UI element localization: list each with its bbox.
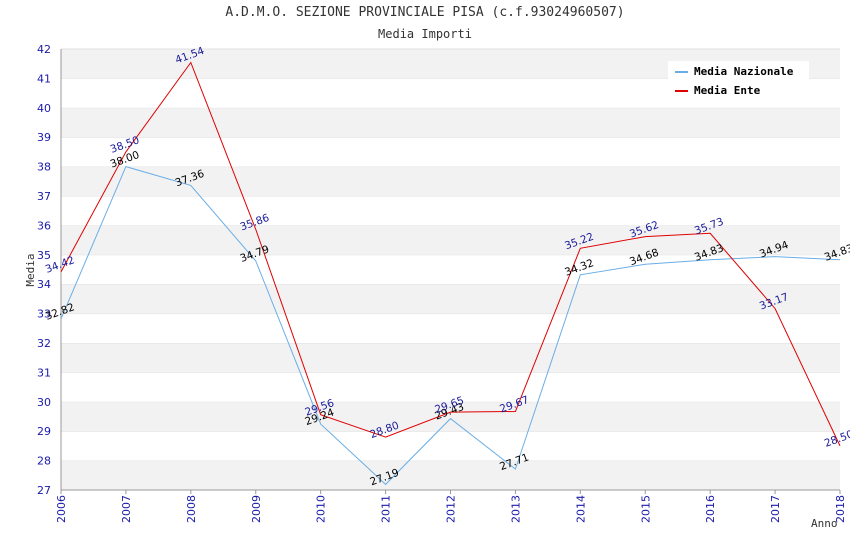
y-tick-label: 41 — [37, 72, 51, 85]
series-line-media-nazionale — [60, 165, 841, 486]
x-tick-label: 2012 — [445, 495, 458, 523]
y-tick-label: 28 — [37, 455, 51, 468]
series-line-media-ente — [60, 61, 841, 447]
chart-title: A.D.M.O. SEZIONE PROVINCIALE PISA (c.f.9… — [225, 5, 625, 20]
grid-band — [61, 313, 840, 343]
y-tick-label: 39 — [37, 131, 51, 144]
grid-band — [61, 166, 840, 196]
x-tick-label: 2009 — [250, 495, 263, 523]
x-tick-label: 2017 — [769, 495, 782, 523]
legend-box — [668, 61, 809, 101]
grid-band — [61, 372, 840, 402]
x-tick-label: 2011 — [380, 495, 393, 523]
grid-band — [61, 196, 840, 226]
y-axis-label: Media — [24, 253, 37, 286]
x-axis-label: Anno — [811, 517, 838, 530]
x-tick-label: 2008 — [185, 495, 198, 523]
y-tick-label: 33 — [37, 308, 51, 321]
legend-label-media-ente: Media Ente — [694, 84, 761, 97]
legend: Media Nazionale Media Ente — [668, 61, 809, 101]
y-tick-label: 29 — [37, 425, 51, 438]
grid-band — [61, 284, 840, 314]
x-tick-label: 2006 — [55, 495, 68, 523]
y-tick-label: 31 — [37, 366, 51, 379]
y-tick-label: 27 — [37, 484, 51, 497]
grid-band — [61, 431, 840, 461]
y-tick-label: 36 — [37, 219, 51, 232]
y-tick-label: 34 — [37, 278, 51, 291]
y-tick-label: 35 — [37, 249, 51, 262]
chart-subtitle: Media Importi — [378, 27, 472, 41]
y-tick-label: 42 — [37, 43, 51, 56]
y-tick-label: 30 — [37, 396, 51, 409]
x-tick-label: 2015 — [639, 495, 652, 523]
x-tick-label: 2016 — [704, 495, 717, 523]
grid-band — [61, 401, 840, 432]
legend-label-media-nazionale: Media Nazionale — [694, 65, 794, 78]
x-tick-label: 2013 — [509, 495, 522, 523]
x-tick-label: 2007 — [120, 495, 133, 523]
x-tick-label: 2018 — [834, 495, 847, 523]
x-tick-label: 2014 — [574, 495, 587, 523]
grid-band — [61, 460, 840, 490]
grid-band — [61, 343, 840, 373]
x-tick-label: 2010 — [315, 495, 328, 523]
grid-band — [61, 107, 840, 138]
y-tick-label: 32 — [37, 337, 51, 350]
y-tick-label: 37 — [37, 190, 51, 203]
y-tick-label: 40 — [37, 102, 51, 115]
y-tick-label: 38 — [37, 161, 51, 174]
grid-band — [61, 137, 840, 167]
grid-band — [61, 225, 840, 255]
